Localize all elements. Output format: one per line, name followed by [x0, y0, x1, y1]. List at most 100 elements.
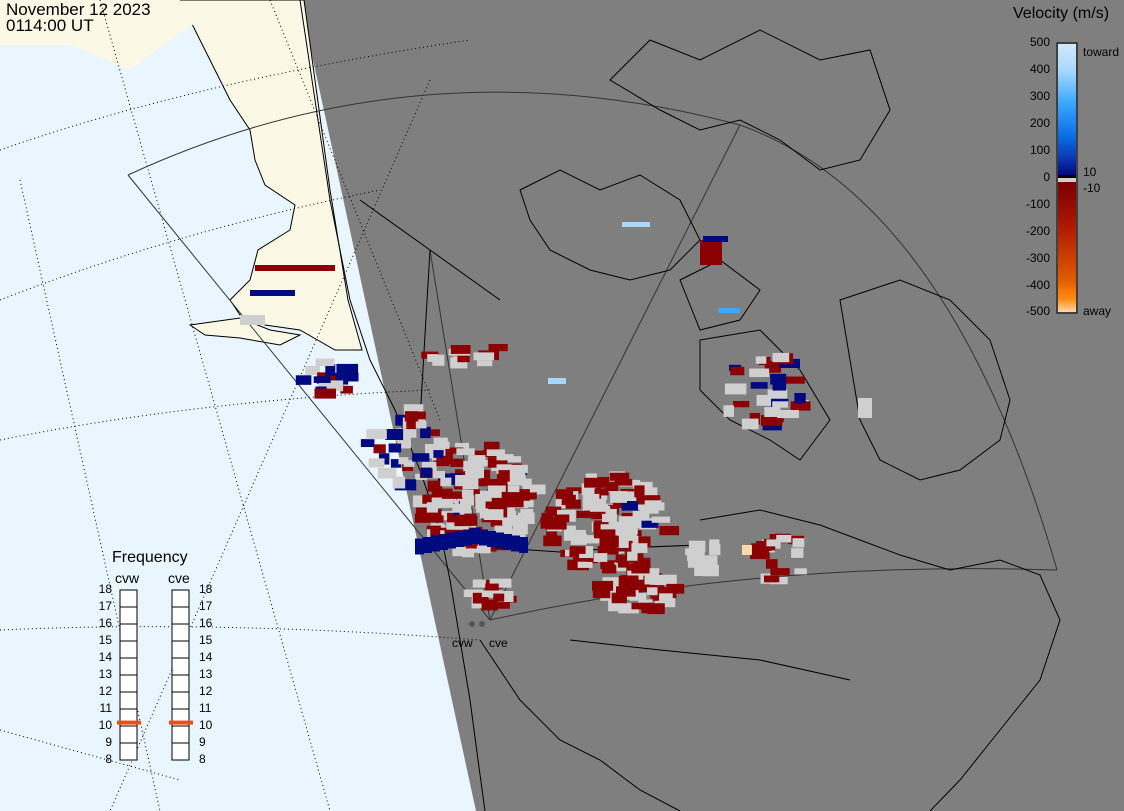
frequency-cell — [171, 606, 190, 625]
toward-velocity-cell — [394, 479, 417, 491]
frequency-tick: 17 — [199, 599, 213, 613]
ground-scatter-cell — [766, 539, 778, 547]
away-velocity-cell — [415, 507, 432, 517]
away-velocity-cell — [469, 475, 489, 487]
ground-scatter-cell — [664, 574, 677, 584]
toward-velocity-cell — [548, 378, 566, 384]
toward-velocity-cell — [479, 529, 488, 546]
ground-scatter-cell — [723, 405, 735, 417]
ground-scatter-cell — [502, 517, 514, 526]
toward-velocity-cell — [471, 528, 480, 544]
ground-scatter-cell — [709, 543, 721, 556]
toward-velocity-cell — [390, 459, 401, 468]
frequency-tick: 14 — [199, 650, 213, 664]
ground-scatter-cell — [627, 524, 638, 535]
toward-velocity-cell — [762, 421, 782, 431]
toward-velocity-cell — [770, 373, 787, 385]
toward-velocity-cell — [439, 534, 448, 550]
away-velocity-cell — [444, 447, 464, 454]
away-velocity-cell — [436, 455, 450, 467]
frequency-tick: 13 — [98, 667, 112, 681]
away-velocity-cell — [594, 488, 609, 496]
frequency-cell — [119, 742, 138, 761]
away-velocity-cell — [450, 345, 471, 354]
away-velocity-cell — [597, 546, 619, 555]
ground-scatter-cell — [473, 352, 495, 361]
frequency-indicator-cve — [169, 720, 193, 725]
away-velocity-cell — [487, 457, 508, 468]
frequency-cell — [171, 657, 190, 676]
away-velocity-cell — [457, 354, 470, 363]
ground-scatter-cell — [698, 555, 718, 566]
ground-scatter-cell — [431, 497, 454, 508]
toward-velocity-cell — [455, 531, 464, 547]
ground-scatter-cell — [792, 538, 805, 548]
away-velocity-cell — [472, 450, 486, 460]
frequency-tick: 11 — [199, 701, 212, 715]
ground-scatter-cell — [522, 484, 536, 493]
away-velocity-cell — [764, 575, 780, 583]
away-velocity-cell — [742, 545, 752, 555]
colorbar-zero — [1058, 175, 1076, 178]
away-velocity-cell — [730, 366, 745, 376]
ground-scatter-cell — [564, 529, 586, 541]
away-velocity-cell — [584, 510, 604, 519]
radar-site-cve — [479, 621, 485, 627]
frequency-tick: 12 — [98, 684, 112, 698]
away-velocity-cell — [634, 485, 645, 498]
away-velocity-cell — [340, 385, 353, 394]
frequency-tick: 12 — [199, 684, 213, 698]
toward-velocity-cell — [794, 393, 806, 404]
ground-scatter-cell — [581, 483, 596, 496]
away-velocity-cell — [500, 492, 521, 500]
ground-scatter-cell — [468, 455, 486, 464]
legend-tick: -400 — [1025, 278, 1050, 292]
ground-scatter-cell — [494, 525, 511, 533]
away-velocity-cell — [593, 529, 616, 539]
toward-velocity-cell — [385, 429, 404, 441]
ground-scatter-cell — [513, 523, 528, 535]
toward-velocity-cell — [423, 537, 432, 553]
ground-scatter-cell — [366, 429, 387, 440]
ground-scatter-cell — [794, 568, 807, 575]
ground-scatter-cell — [498, 511, 517, 523]
toward-velocity-cell — [395, 414, 409, 426]
ground-scatter-cell — [481, 590, 503, 598]
velocity-colorbar-frame — [1056, 42, 1078, 314]
away-velocity-cell — [614, 478, 633, 486]
toward-velocity-cell — [463, 529, 472, 546]
legend-label-away: away — [1083, 304, 1112, 318]
away-velocity-cell — [485, 583, 499, 591]
away-velocity-cell — [700, 240, 722, 265]
frequency-col-cve: cve — [168, 570, 190, 586]
frequency-cell — [119, 657, 138, 676]
away-velocity-cell — [790, 401, 811, 411]
away-velocity-cell — [255, 265, 335, 271]
ground-scatter-cell — [465, 466, 481, 479]
away-velocity-cell — [472, 592, 489, 604]
ground-scatter-cell — [694, 564, 706, 577]
away-velocity-cell — [635, 579, 650, 590]
away-velocity-cell — [644, 495, 661, 503]
frequency-cell — [171, 691, 190, 710]
ground-scatter-cell — [486, 449, 506, 456]
ground-scatter-cell — [456, 448, 475, 456]
frequency-tick: 15 — [199, 633, 213, 647]
ground-scatter-cell — [454, 546, 466, 555]
ground-scatter-cell — [767, 389, 788, 399]
ground-scatter-cell — [612, 526, 635, 533]
frequency-cell — [119, 725, 138, 744]
toward-velocity-cell — [703, 236, 728, 242]
away-velocity-cell — [764, 361, 782, 373]
colorbar-away — [1058, 182, 1076, 312]
frequency-tick: 16 — [98, 616, 112, 630]
away-velocity-cell — [488, 344, 508, 352]
away-velocity-cell — [516, 489, 530, 501]
frequency-title: Frequency — [112, 549, 188, 566]
ground-scatter-cell — [582, 493, 600, 505]
away-velocity-cell — [600, 560, 623, 570]
ground-scatter-cell — [452, 504, 470, 513]
ground-scatter-cell — [756, 394, 772, 406]
frequency-cell — [171, 640, 190, 659]
toward-velocity-cell — [622, 222, 650, 227]
